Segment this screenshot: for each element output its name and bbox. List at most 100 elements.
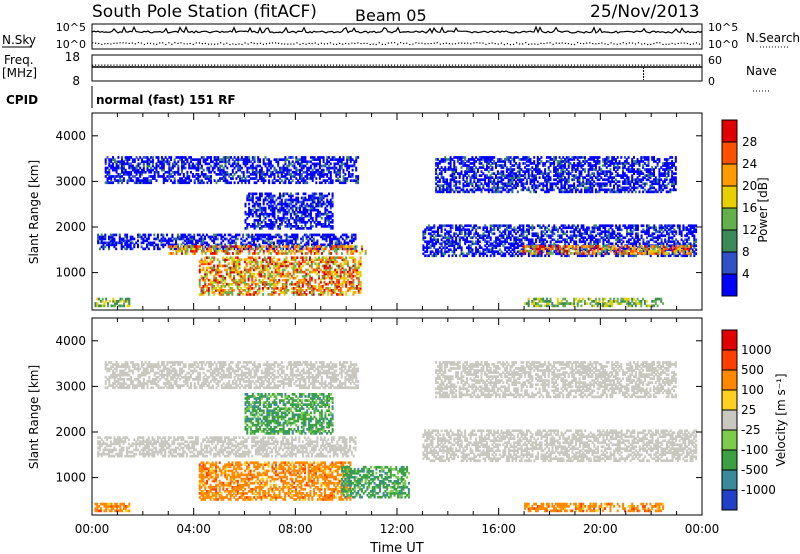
- heatmap-cell: [580, 224, 583, 228]
- heatmap-cell: [256, 233, 259, 237]
- heatmap-cell: [634, 304, 637, 308]
- heatmap-cell: [225, 291, 228, 294]
- heatmap-cell: [653, 300, 655, 303]
- heatmap-cell: [480, 252, 483, 256]
- heatmap-cell: [695, 248, 698, 252]
- heatmap-cell: [636, 240, 639, 244]
- heatmap-cell: [642, 228, 645, 232]
- heatmap-cell: [556, 238, 559, 242]
- heatmap-cell: [258, 233, 261, 237]
- heatmap-cell: [262, 173, 265, 176]
- nave-point: [641, 64, 643, 66]
- heatmap-cell: [142, 160, 145, 164]
- heatmap-cell: [197, 168, 200, 172]
- heatmap-cell: [190, 170, 192, 174]
- heatmap-cell: [354, 274, 357, 278]
- heatmap-cell: [336, 278, 339, 282]
- heatmap-cell: [272, 264, 275, 268]
- heatmap-cell: [500, 224, 503, 228]
- heatmap-cell: [269, 260, 272, 264]
- heatmap-cell: [298, 278, 301, 282]
- heatmap-cell: [296, 293, 299, 296]
- heatmap-cell: [293, 162, 296, 166]
- heatmap-cell: [467, 232, 470, 236]
- noise-search-point: [543, 43, 545, 45]
- heatmap-cell: [356, 270, 358, 274]
- heatmap-cell: [334, 276, 337, 280]
- heatmap-cell: [115, 162, 118, 166]
- heatmap-cell: [226, 173, 229, 176]
- heatmap-cell: [245, 264, 248, 268]
- heatmap-cell: [313, 170, 316, 174]
- heatmap-cell: [214, 235, 217, 239]
- heatmap-cell: [289, 168, 292, 172]
- heatmap-cell: [307, 239, 310, 243]
- heatmap-cell: [578, 240, 581, 244]
- heatmap-cell: [327, 272, 330, 276]
- heatmap-cell: [238, 264, 241, 268]
- heatmap-cell: [97, 237, 100, 241]
- heatmap-cell: [493, 244, 496, 248]
- noise-search-point: [345, 42, 347, 44]
- heatmap-cell: [181, 162, 183, 166]
- heatmap-cell: [266, 158, 269, 161]
- heatmap-cell: [310, 247, 313, 251]
- heatmap-cell: [586, 238, 588, 242]
- heatmap-cell: [276, 264, 279, 268]
- noise-search-point: [628, 42, 630, 44]
- heatmap-cell: [578, 248, 581, 252]
- heatmap-cell: [676, 250, 679, 254]
- noise-search-point: [131, 42, 133, 44]
- heatmap-cell: [302, 166, 305, 170]
- heatmap-cell: [197, 158, 200, 161]
- heatmap-cell: [236, 237, 239, 241]
- heatmap-cell: [502, 244, 505, 248]
- heatmap-cell: [195, 166, 198, 170]
- heatmap-cell: [229, 291, 232, 294]
- heatmap-cell: [122, 168, 125, 172]
- heatmap-cell: [265, 237, 268, 241]
- heatmap-cell: [207, 293, 210, 296]
- heatmap-cell: [298, 260, 301, 264]
- heatmap-cell: [664, 250, 667, 254]
- heatmap-cell: [509, 244, 512, 248]
- heatmap-cell: [591, 254, 594, 258]
- heatmap-cell: [176, 245, 179, 249]
- heatmap-cell: [593, 230, 596, 234]
- heatmap-cell: [141, 168, 143, 172]
- heatmap-cell: [540, 242, 543, 246]
- heatmap-cell: [305, 272, 308, 276]
- heatmap-cell: [527, 302, 530, 305]
- heatmap-cell: [243, 280, 246, 284]
- heatmap-cell: [267, 264, 270, 268]
- heatmap-cell: [267, 237, 270, 241]
- heatmap-cell: [566, 226, 568, 230]
- heatmap-cell: [325, 235, 328, 239]
- heatmap-cell: [540, 238, 543, 242]
- heatmap-cell: [323, 274, 326, 278]
- heatmap-cell: [693, 234, 696, 238]
- heatmap-cell: [146, 177, 149, 180]
- heatmap-cell: [593, 304, 596, 308]
- heatmap-cell: [339, 247, 342, 251]
- heatmap-cell: [598, 300, 601, 303]
- heatmap-cell: [190, 156, 192, 159]
- heatmap-cell: [219, 170, 222, 174]
- heatmap-cell: [150, 170, 153, 174]
- heatmap-cell: [313, 173, 316, 176]
- heatmap-cell: [311, 177, 314, 180]
- heatmap-cell: [228, 252, 231, 255]
- heatmap-cell: [228, 156, 231, 159]
- heatmap-cell: [337, 289, 340, 292]
- heatmap-cell: [104, 175, 107, 178]
- noise-left-tick-bottom: 10^0: [56, 38, 86, 51]
- heatmap-cell: [457, 234, 459, 238]
- heatmap-cell: [171, 252, 174, 255]
- heatmap-cell: [562, 232, 565, 236]
- heatmap-cell: [271, 293, 273, 296]
- heatmap-cell: [197, 173, 200, 176]
- heatmap-cell: [455, 242, 458, 246]
- heatmap-cell: [206, 285, 208, 288]
- heatmap-cell: [458, 230, 461, 234]
- heatmap-cell: [286, 173, 289, 176]
